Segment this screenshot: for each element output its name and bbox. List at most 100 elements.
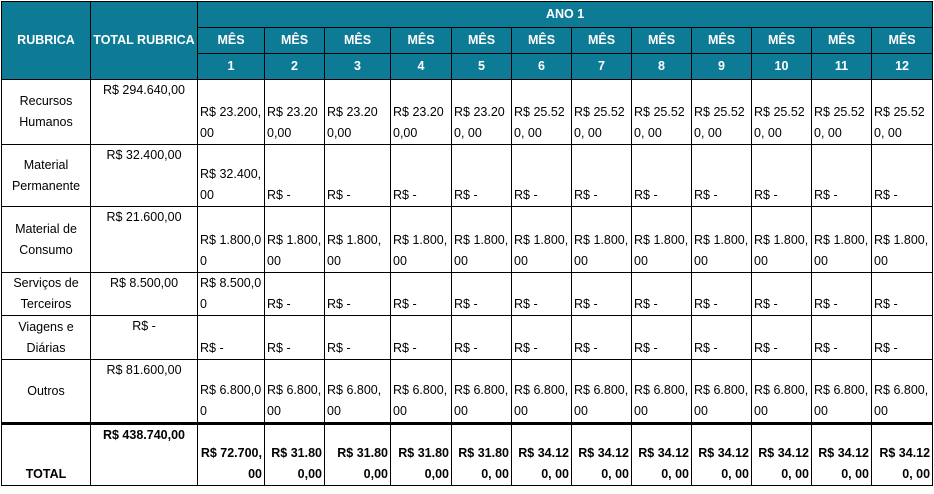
month-value-cell: R$ - <box>324 144 391 207</box>
month-value-cell: R$ 6.800,00 <box>811 359 872 424</box>
month-value-cell: R$ - <box>870 315 934 360</box>
month-value-cell: R$ 1.800,00 <box>264 206 325 273</box>
month-value-cell: R$ - <box>264 144 325 207</box>
month-value-cell: R$ 72.700,00 <box>197 422 265 486</box>
month-value-cell: R$ - <box>691 272 752 316</box>
month-value-cell: R$ - <box>451 272 512 316</box>
month-value-cell: R$ - <box>324 315 391 360</box>
month-value-cell: R$ 34.120, 00 <box>870 422 934 486</box>
month-value-cell: R$ 31.800,00 <box>324 422 391 486</box>
month-value-cell: R$ - <box>811 144 872 207</box>
month-number-11: 11 <box>811 53 872 80</box>
month-label-1: MÊS <box>197 27 265 54</box>
month-value-cell: R$ - <box>451 144 512 207</box>
month-value-cell: R$ 1.800,00 <box>390 206 452 273</box>
month-value-cell: R$ 6.800,00 <box>324 359 391 424</box>
month-value-cell: R$ 34.120, 00 <box>571 422 632 486</box>
rubrica-header: RUBRICA <box>1 1 91 80</box>
month-value-cell: R$ - <box>571 272 632 316</box>
month-value-cell: R$ - <box>197 315 265 360</box>
month-value-cell: R$ - <box>751 315 812 360</box>
month-value-cell: R$ 34.120, 00 <box>811 422 872 486</box>
total-row: TOTAL R$ 438.740,00 R$ 72.700,00 R$ 31.800,… <box>1 422 934 486</box>
month-value-cell: R$ 23.200, 00 <box>451 79 512 145</box>
month-label-11: MÊS <box>811 27 872 54</box>
month-number-3: 3 <box>324 53 391 80</box>
month-value-cell: R$ - <box>691 315 752 360</box>
month-value-cell: R$ 1.800,00 <box>691 206 752 273</box>
month-value-cell: R$ 34.120, 00 <box>691 422 752 486</box>
month-number-12: 12 <box>870 53 934 80</box>
month-value-cell: R$ - <box>811 272 872 316</box>
month-value-cell: R$ 34.120, 00 <box>511 422 572 486</box>
month-value-cell: R$ 25.520, 00 <box>511 79 572 145</box>
rubrica-total: R$ - <box>90 315 198 360</box>
month-number-6: 6 <box>511 53 572 80</box>
rubrica-label: Viagens e Diárias <box>1 315 91 360</box>
month-value-cell: R$ 6.800,00 <box>751 359 812 424</box>
month-value-cell: R$ 34.120, 00 <box>751 422 812 486</box>
month-value-cell: R$ - <box>324 272 391 316</box>
month-value-cell: R$ 25.520, 00 <box>691 79 752 145</box>
table-row: Recursos Humanos R$ 294.640,00 R$ 23.200,0… <box>1 79 934 145</box>
month-number-4: 4 <box>390 53 452 80</box>
month-number-1: 1 <box>197 53 265 80</box>
month-value-cell: R$ 1.800,00 <box>324 206 391 273</box>
month-value-cell: R$ - <box>571 315 632 360</box>
month-label-7: MÊS <box>571 27 632 54</box>
table-row: Outros R$ 81.600,00 R$ 6.800,00 R$ 6.800,00… <box>1 359 934 424</box>
rubrica-label: Serviços de Terceiros <box>1 272 91 316</box>
table-row: Viagens e Diárias R$ - R$ - R$ - R$ - R$ - R$ … <box>1 315 934 360</box>
month-value-cell: R$ - <box>631 144 692 207</box>
month-value-cell: R$ - <box>631 272 692 316</box>
month-value-cell: R$ 23.200,00 <box>264 79 325 145</box>
month-value-cell: R$ - <box>264 272 325 316</box>
rubrica-label: Material de Consumo <box>1 206 91 273</box>
month-value-cell: R$ - <box>511 272 572 316</box>
month-value-cell: R$ 1.800,00 <box>451 206 512 273</box>
rubrica-label: Material Permanente <box>1 144 91 207</box>
rubrica-total: R$ 32.400,00 <box>90 144 198 207</box>
month-value-cell: R$ - <box>870 272 934 316</box>
month-value-cell: R$ 31.800, 00 <box>451 422 512 486</box>
month-value-cell: R$ 25.520, 00 <box>870 79 934 145</box>
month-value-cell: R$ - <box>390 315 452 360</box>
month-value-cell: R$ 6.800,00 <box>197 359 265 424</box>
month-value-cell: R$ 6.800,00 <box>511 359 572 424</box>
month-value-cell: R$ 25.520, 00 <box>751 79 812 145</box>
month-value-cell: R$ 6.800,00 <box>631 359 692 424</box>
month-value-cell: R$ 23.200,00 <box>197 79 265 145</box>
month-label-9: MÊS <box>691 27 752 54</box>
rubrica-label: Outros <box>1 359 91 424</box>
table-row: Serviços de Terceiros R$ 8.500,00 R$ 8.500… <box>1 272 934 316</box>
month-label-10: MÊS <box>751 27 812 54</box>
month-value-cell: R$ 31.800,00 <box>264 422 325 486</box>
month-value-cell: R$ 23.200,00 <box>390 79 452 145</box>
month-label-row: MÊS MÊS MÊS MÊS MÊS MÊS MÊS MÊS MÊS MÊS MÊS MÊS <box>2 27 934 54</box>
month-value-cell: R$ - <box>811 315 872 360</box>
month-label-3: MÊS <box>324 27 391 54</box>
month-value-cell: R$ 1.800,00 <box>811 206 872 273</box>
month-value-cell: R$ 34.120, 00 <box>631 422 692 486</box>
rubrica-total: R$ 294.640,00 <box>90 79 198 145</box>
rubrica-total: R$ 81.600,00 <box>90 359 198 424</box>
month-label-6: MÊS <box>511 27 572 54</box>
month-value-cell: R$ 8.500,00 <box>197 272 265 316</box>
month-value-cell: R$ 6.800,00 <box>390 359 452 424</box>
month-value-cell: R$ 1.800,00 <box>870 206 934 273</box>
month-value-cell: R$ 25.520, 00 <box>631 79 692 145</box>
table-row: Material Permanente R$ 32.400,00 R$ 32.400… <box>1 144 934 207</box>
total-rubrica-header: TOTAL RUBRICA <box>90 1 198 80</box>
month-number-2: 2 <box>264 53 325 80</box>
month-value-cell: R$ 25.520, 00 <box>571 79 632 145</box>
month-value-cell: R$ - <box>571 144 632 207</box>
month-value-cell: R$ - <box>511 315 572 360</box>
month-value-cell: R$ 23.200,00 <box>324 79 391 145</box>
month-value-cell: R$ 1.800,00 <box>511 206 572 273</box>
month-value-cell: R$ - <box>870 144 934 207</box>
year-header: ANO 1 <box>196 1 934 28</box>
month-number-10: 10 <box>751 53 812 80</box>
rubrica-total: R$ 8.500,00 <box>90 272 198 316</box>
month-number-8: 8 <box>631 53 692 80</box>
